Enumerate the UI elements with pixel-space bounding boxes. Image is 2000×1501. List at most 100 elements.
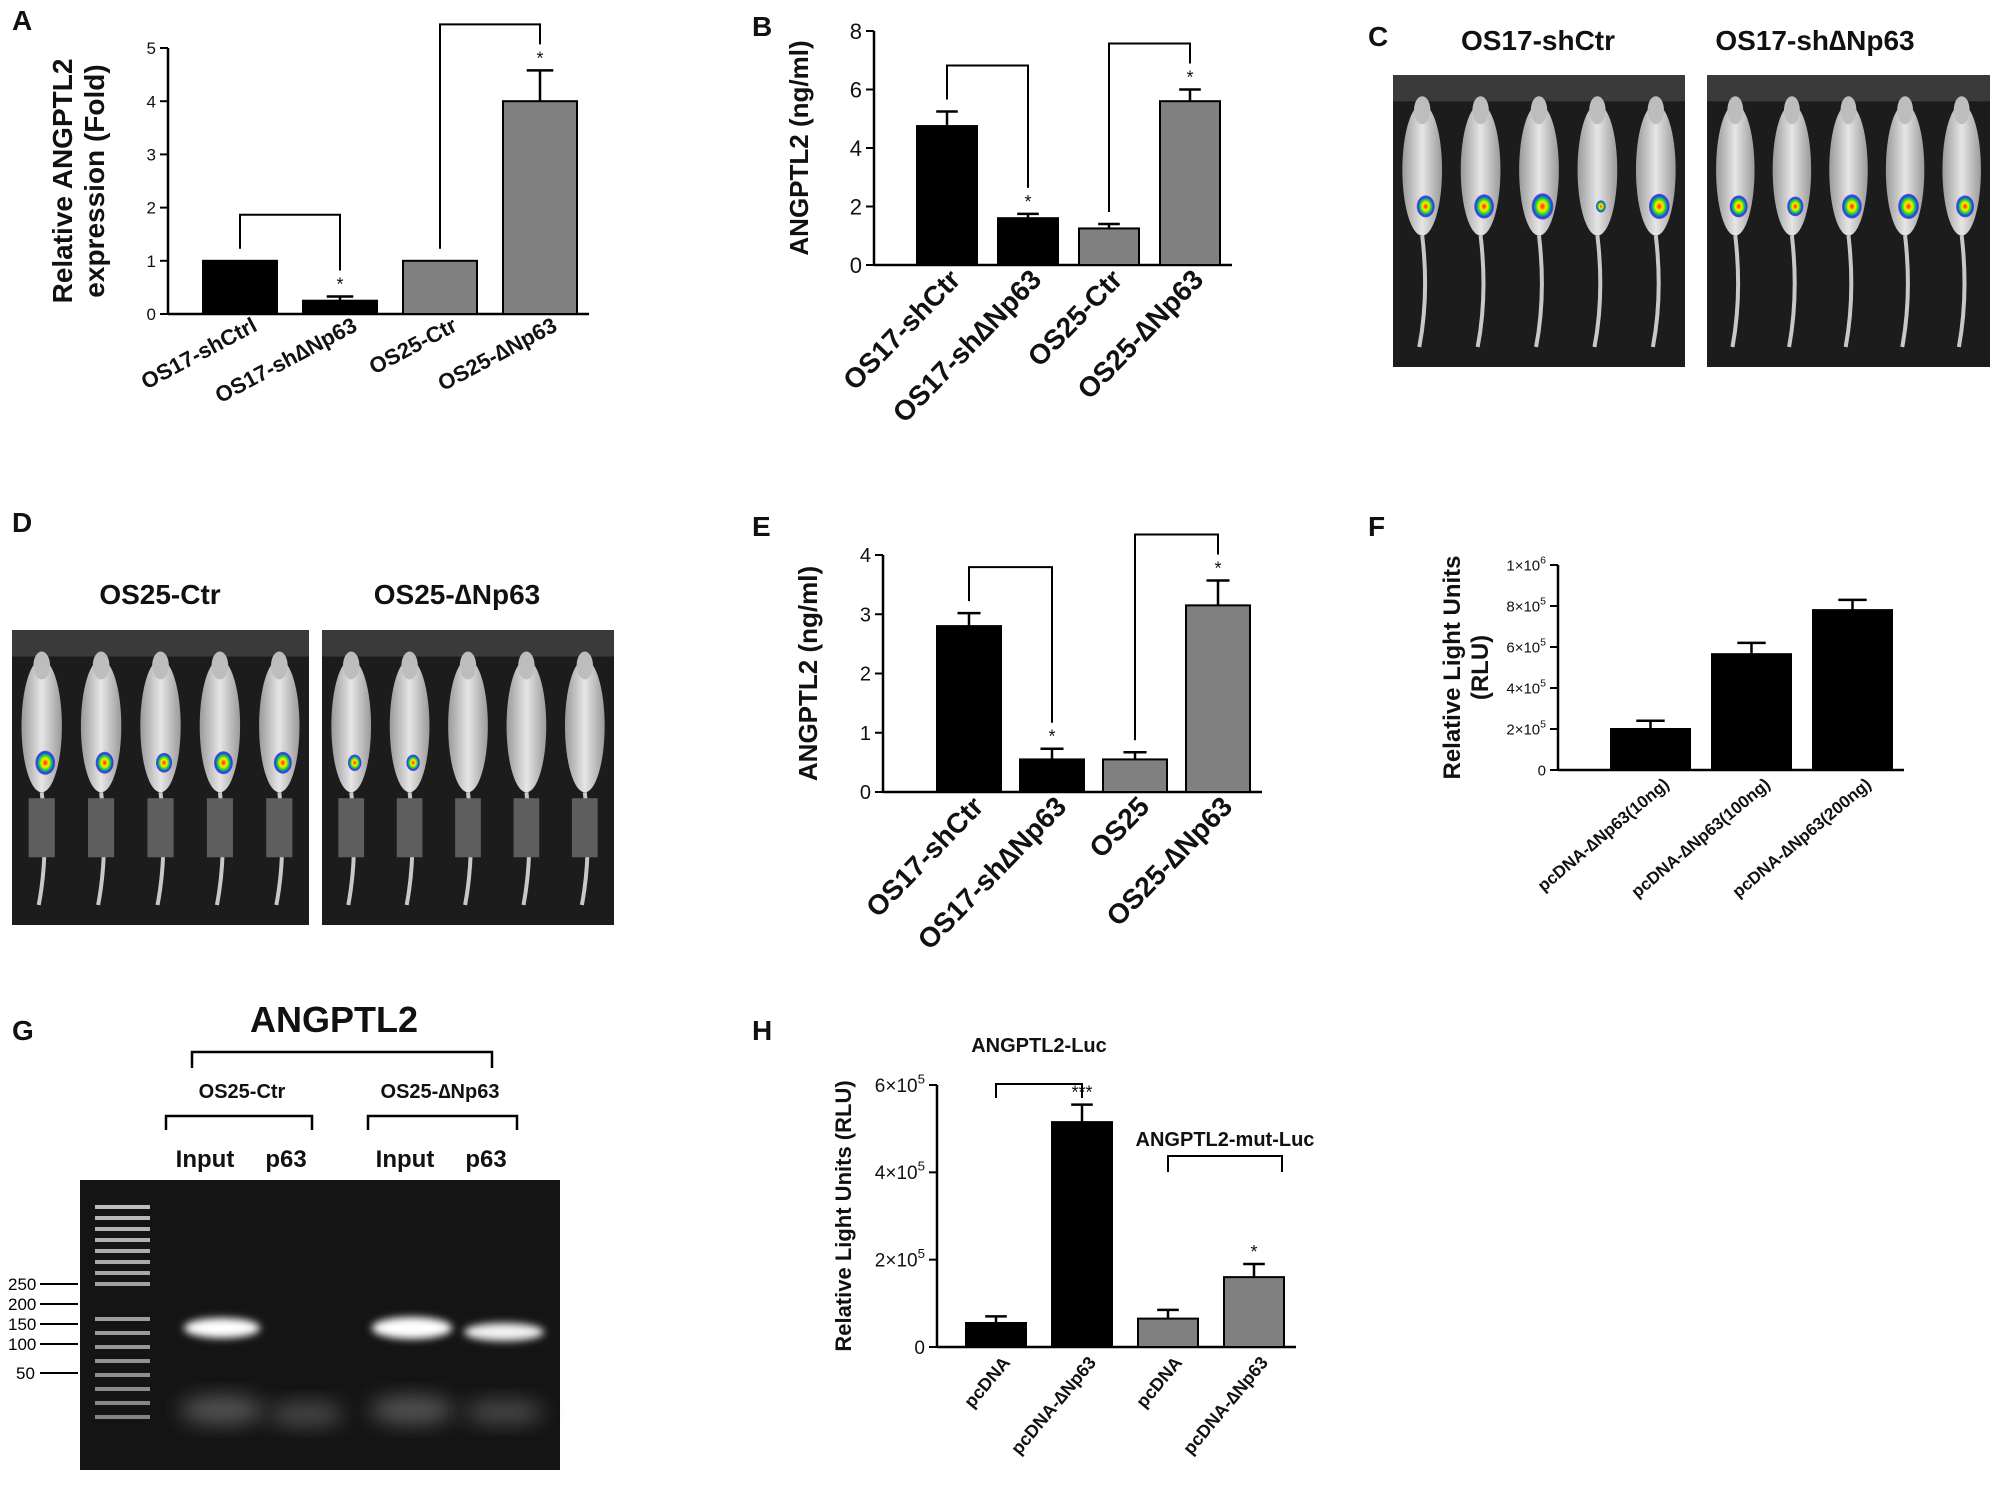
mouse-tail: [1417, 235, 1428, 348]
bar: [402, 259, 478, 315]
y-tick-label: 0: [147, 305, 156, 324]
primer-dimer-1: [180, 1396, 264, 1424]
comparison-bracket: [239, 213, 341, 271]
y-tick-label: 0: [860, 782, 871, 804]
mouse-tag: [396, 798, 423, 858]
category-label: pcDNA-∆Np63: [1179, 1353, 1272, 1459]
y-tick-label: 5: [147, 39, 156, 58]
mouse-body: [448, 659, 488, 793]
significance-mark: *: [1048, 727, 1055, 747]
bar: [1185, 604, 1251, 793]
band-input-ctr: [184, 1318, 260, 1338]
bar: [1051, 1121, 1113, 1349]
mouse-body: [564, 659, 605, 793]
marker-250: 250: [8, 1275, 36, 1294]
bar: [1223, 1276, 1285, 1348]
comparison-bracket: [1108, 42, 1191, 213]
bar: [502, 100, 578, 315]
mouse-head: [270, 651, 288, 680]
mouse-tail: [1730, 235, 1741, 348]
ladder-band: [95, 1317, 150, 1321]
bar: [302, 299, 378, 316]
significance-mark: *: [1214, 558, 1221, 578]
chart-b: 02468OS17-shCtr*OS17-sh∆Np63OS25-Ctr*OS2…: [784, 19, 1232, 428]
luminescence-signal: [1898, 193, 1919, 220]
mouse-head: [1840, 96, 1857, 125]
bar: [1812, 609, 1893, 771]
lane-label-3: Input: [376, 1146, 435, 1173]
mouse-head: [1530, 96, 1548, 125]
category-label: pcDNA: [1132, 1353, 1186, 1412]
bar: [1078, 227, 1140, 266]
ladder-band: [95, 1387, 150, 1391]
panel-letter-b: B: [752, 11, 772, 42]
mouse-tag: [266, 798, 293, 858]
gel-title-bracket: [190, 1050, 494, 1068]
panel-c-images: OS17-shCtr OS17-sh∆Np63: [1393, 25, 1990, 367]
y-tick-label: 8×105: [1506, 596, 1546, 616]
comparison-bracket: [946, 64, 1029, 188]
ladder-band: [95, 1401, 150, 1405]
mouse-head: [1953, 96, 1970, 125]
y-tick-label: 6: [850, 77, 862, 102]
luminescence-signal: [1474, 194, 1495, 219]
significance-mark: *: [536, 48, 543, 68]
mouse-head: [459, 651, 477, 680]
ladder-band: [95, 1373, 150, 1377]
y-axis-label-line: Relative ANGPTL2: [47, 59, 78, 304]
primer-dimer-4: [464, 1400, 544, 1424]
significance-mark: *: [336, 274, 343, 294]
luminescence-signal: [35, 750, 56, 775]
luminescence-signal: [406, 754, 420, 771]
marker-200: 200: [8, 1295, 36, 1314]
photo-os25-ctr: [12, 630, 309, 925]
photo-os17-shdnp63: [1707, 75, 1990, 367]
significance-mark: *: [1250, 1242, 1257, 1262]
bar: [916, 125, 978, 266]
y-tick-label: 6×105: [1506, 637, 1546, 657]
band-p63-dnp63: [464, 1323, 544, 1341]
mouse-head: [401, 651, 418, 680]
y-tick-label: 0: [850, 253, 862, 278]
bar: [1019, 758, 1085, 793]
panel-letter-h: H: [752, 1015, 772, 1046]
mouse-body: [389, 659, 430, 793]
bar: [202, 259, 278, 315]
marker-150: 150: [8, 1315, 36, 1334]
primer-dimer-3: [370, 1396, 454, 1424]
marker-50: 50: [16, 1364, 35, 1383]
luminescence-signal: [1416, 195, 1435, 218]
y-axis-label-line: (RLU): [1467, 635, 1494, 700]
luminescence-signal: [1956, 195, 1975, 218]
marker-100: 100: [8, 1335, 36, 1354]
mouse-tag: [28, 798, 55, 858]
bar: [997, 217, 1059, 266]
panel-letter-g: G: [12, 1015, 34, 1046]
y-tick-label: 4: [147, 92, 156, 111]
ladder-band: [95, 1249, 150, 1253]
y-tick-label: 0: [914, 1338, 925, 1359]
luminescence-signal: [214, 751, 233, 775]
mouse-tag: [571, 798, 598, 858]
y-tick-label: 1: [147, 252, 156, 271]
gel-bracket-dnp63: [366, 1114, 519, 1130]
y-tick-label: 4×105: [1506, 678, 1546, 698]
primer-dimer-2: [268, 1402, 344, 1426]
luminescence-signal: [347, 754, 362, 771]
y-tick-label: 3: [147, 146, 156, 165]
y-tick-label: 4: [850, 136, 862, 161]
category-label: pcDNA-∆Np63: [1007, 1353, 1100, 1459]
ladder-band: [95, 1345, 150, 1349]
bar: [1610, 728, 1691, 771]
luminescence-signal: [1531, 193, 1554, 220]
mouse-head: [1783, 96, 1800, 125]
ladder-band: [95, 1415, 150, 1419]
gel-title: ANGPTL2: [250, 999, 418, 1040]
mouse-tail: [1650, 235, 1661, 348]
y-axis-label: ANGPTL2 (ng/ml): [784, 40, 814, 255]
mouse-tail: [1475, 235, 1486, 348]
lane-label-1: Input: [176, 1146, 235, 1173]
mouse-tail: [1534, 235, 1544, 348]
